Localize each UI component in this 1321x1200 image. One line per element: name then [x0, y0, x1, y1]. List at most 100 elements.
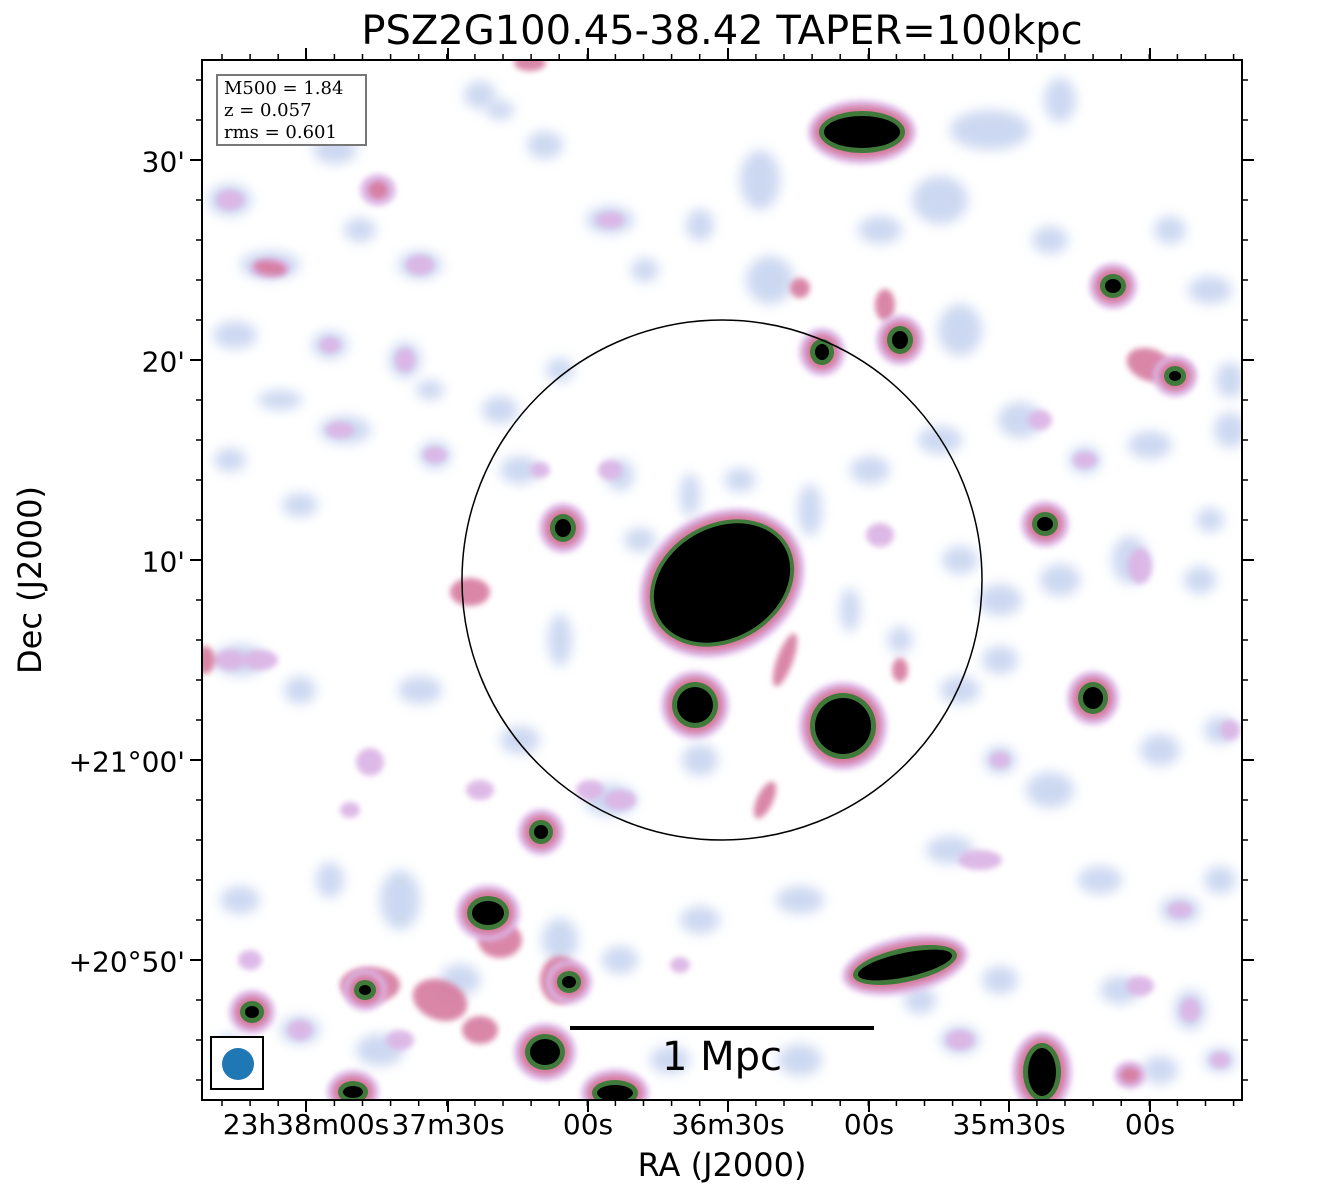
- emission-blob: [1028, 410, 1052, 430]
- cluster-info-box: M500 = 1.84 z = 0.057 rms = 0.601: [216, 74, 367, 146]
- emission-blob: [359, 985, 371, 995]
- scale-bar-label: 1 Mpc: [661, 1034, 783, 1080]
- emission-blob: [1128, 548, 1152, 584]
- emission-blob: [220, 886, 260, 914]
- emission-blob: [548, 614, 572, 666]
- emission-blob: [724, 468, 756, 492]
- emission-blob: [530, 1039, 560, 1065]
- emission-blob: [368, 181, 388, 199]
- emission-blob: [650, 1046, 690, 1074]
- emission-blob: [790, 278, 810, 298]
- emission-blob: [740, 150, 780, 210]
- emission-blob: [888, 626, 912, 654]
- emission-blob: [631, 258, 659, 282]
- emission-blob: [1169, 371, 1181, 381]
- emission-blob: [356, 748, 384, 776]
- emission-blob: [380, 870, 420, 930]
- emission-blob: [464, 81, 496, 109]
- emission-blob: [892, 331, 908, 349]
- emission-blob: [1032, 226, 1068, 254]
- emission-blob: [1037, 517, 1053, 531]
- emission-blob: [344, 218, 376, 242]
- emission-blob: [597, 1085, 633, 1100]
- emission-blob: [1120, 1067, 1140, 1083]
- emission-blob: [1196, 508, 1224, 532]
- r500-circle: [461, 319, 983, 841]
- radio-emission-layer: [202, 60, 1242, 1100]
- emission-blob: [602, 946, 638, 974]
- emission-blob: [254, 260, 286, 276]
- x-axis-label: RA (J2000): [637, 1146, 807, 1184]
- emission-blob: [680, 906, 720, 934]
- emission-blob: [534, 825, 548, 839]
- emission-blob: [746, 256, 794, 304]
- emission-blob: [938, 304, 982, 356]
- emission-blob: [677, 687, 713, 723]
- emission-blob: [815, 344, 829, 360]
- emission-blob: [1204, 866, 1236, 894]
- emission-blob: [858, 216, 902, 244]
- emission-blob: [472, 901, 504, 925]
- y-tick-label: +20°50': [68, 945, 185, 979]
- emission-blob: [798, 484, 822, 536]
- emission-blob: [562, 976, 576, 988]
- emission-blob: [624, 528, 656, 552]
- emission-blob: [1142, 1056, 1178, 1084]
- emission-blob: [866, 523, 894, 547]
- x-tick-label: 23h38m00s: [222, 1108, 390, 1141]
- y-axis-label: Dec (J2000): [11, 486, 49, 674]
- emission-blob: [998, 402, 1042, 438]
- emission-blob: [978, 584, 1022, 616]
- emission-blob: [850, 456, 890, 484]
- axis-ticks: [190, 48, 1254, 1112]
- emission-blob: [466, 780, 494, 800]
- emission-blob: [1028, 1048, 1056, 1096]
- emission-blob: [546, 358, 574, 382]
- emission-blob: [450, 578, 490, 606]
- emission-blob: [406, 255, 434, 275]
- emission-blob: [1073, 452, 1097, 468]
- emission-blob: [482, 396, 518, 424]
- x-tick-label: 00s: [843, 1108, 895, 1141]
- emission-blob: [772, 633, 798, 687]
- beam-box: [210, 1036, 264, 1090]
- emission-blob: [1216, 362, 1242, 398]
- emission-blob: [958, 850, 1002, 870]
- emission-blob: [596, 212, 624, 228]
- emission-blob: [326, 422, 354, 438]
- emission-blob: [282, 493, 318, 517]
- y-tick-label: 30': [141, 145, 185, 179]
- emission-blob: [242, 650, 278, 670]
- emission-blob: [857, 949, 953, 981]
- emission-blob: [412, 978, 468, 1022]
- emission-blob: [258, 390, 302, 410]
- emission-blob: [892, 658, 908, 682]
- emission-blob: [682, 744, 718, 776]
- emission-blob: [395, 348, 415, 372]
- emission-blob: [1188, 276, 1232, 304]
- redshift-text: z = 0.057: [224, 100, 312, 121]
- emission-blob: [340, 802, 360, 818]
- emission-blob: [213, 321, 257, 349]
- emission-blob: [598, 460, 622, 480]
- emission-blob: [238, 950, 262, 970]
- emission-blob: [500, 726, 540, 754]
- emission-blob: [500, 456, 540, 484]
- emission-blob: [686, 209, 714, 241]
- y-tick-label: +21°00': [68, 745, 185, 779]
- emission-blob: [753, 781, 777, 819]
- emission-blob: [245, 1006, 259, 1018]
- emission-blob: [398, 676, 442, 704]
- y-tick-label: 20': [141, 345, 185, 379]
- emission-blob: [343, 1086, 363, 1098]
- emission-blob: [982, 646, 1018, 674]
- emission-blob: [904, 986, 936, 1014]
- emission-blob: [1083, 687, 1103, 709]
- plot-frame: [201, 59, 1243, 1101]
- emission-blob: [1184, 566, 1216, 594]
- emission-blob: [555, 519, 571, 537]
- emission-blob: [1214, 412, 1242, 448]
- emission-blob: [514, 60, 546, 71]
- emission-blob: [423, 447, 447, 463]
